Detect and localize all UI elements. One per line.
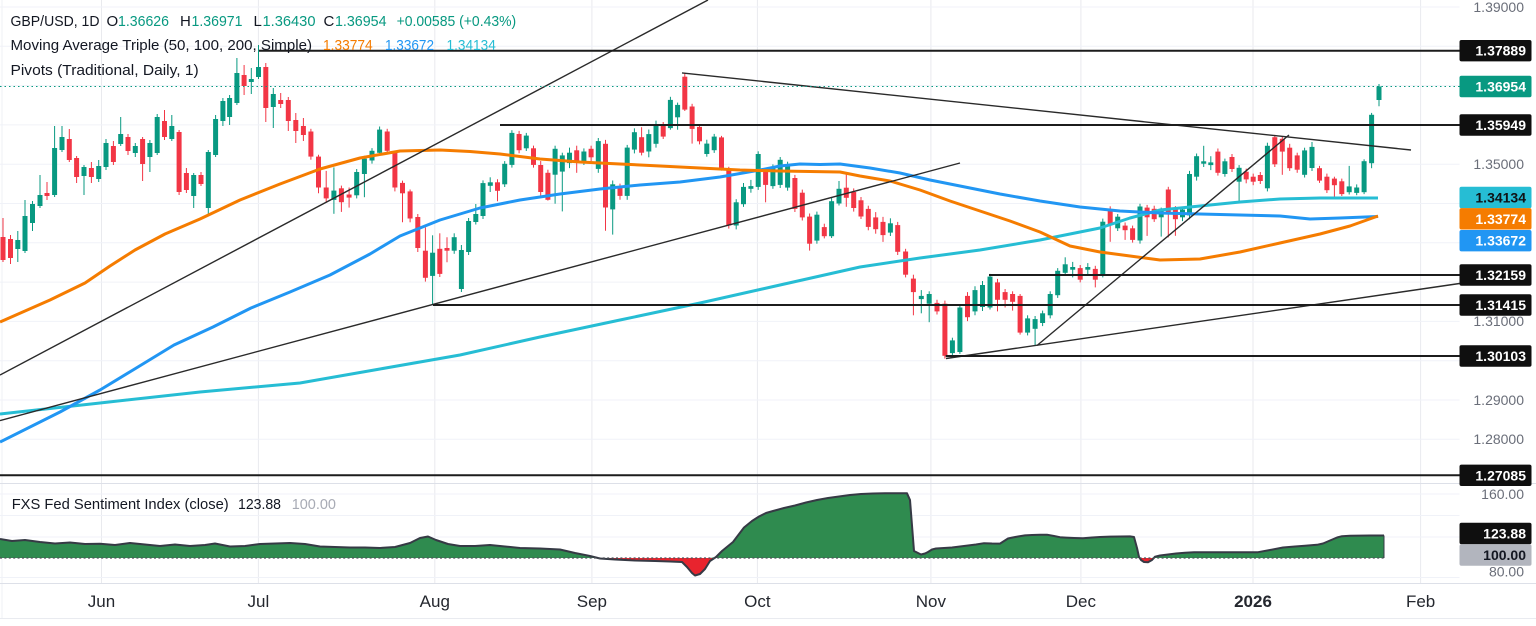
svg-text:1.33672: 1.33672 <box>1475 233 1526 249</box>
svg-text:1.28000: 1.28000 <box>1473 431 1524 447</box>
svg-text:1.39000: 1.39000 <box>1473 0 1524 15</box>
svg-text:1.34134: 1.34134 <box>447 37 496 54</box>
svg-text:1.37889: 1.37889 <box>1475 43 1526 59</box>
svg-text:1.31415: 1.31415 <box>1475 297 1526 313</box>
svg-text:1.30103: 1.30103 <box>1475 348 1526 364</box>
svg-text:1.36954: 1.36954 <box>1475 79 1526 95</box>
svg-text:Sep: Sep <box>577 592 607 611</box>
svg-text:1.34134: 1.34134 <box>1475 190 1526 206</box>
svg-text:1.35949: 1.35949 <box>1475 117 1526 133</box>
svg-text:Feb: Feb <box>1406 592 1435 611</box>
svg-text:123.88: 123.88 <box>238 496 281 513</box>
svg-text:1.36626: 1.36626 <box>118 13 169 30</box>
svg-text:L: L <box>254 13 262 30</box>
svg-text:1.33774: 1.33774 <box>323 37 373 54</box>
svg-text:C: C <box>324 13 335 30</box>
svg-text:GBP/USD, 1D: GBP/USD, 1D <box>11 13 100 30</box>
svg-text:FXS Fed Sentiment Index (close: FXS Fed Sentiment Index (close) <box>12 496 229 513</box>
svg-text:1.27085: 1.27085 <box>1475 467 1526 483</box>
svg-text:O: O <box>107 13 119 30</box>
svg-text:1.35000: 1.35000 <box>1473 156 1524 172</box>
svg-text:123.88: 123.88 <box>1483 526 1526 542</box>
svg-text:+0.00585 (+0.43%): +0.00585 (+0.43%) <box>397 13 517 30</box>
svg-text:Moving Average Triple (50, 100: Moving Average Triple (50, 100, 200, Sim… <box>11 37 313 54</box>
svg-text:Oct: Oct <box>744 592 771 611</box>
svg-text:1.29000: 1.29000 <box>1473 392 1524 408</box>
svg-text:1.31000: 1.31000 <box>1473 313 1524 329</box>
svg-text:1.33774: 1.33774 <box>1475 211 1526 227</box>
svg-text:Dec: Dec <box>1066 592 1097 611</box>
svg-text:Pivots (Traditional, Daily, 1): Pivots (Traditional, Daily, 1) <box>11 62 199 79</box>
svg-text:80.00: 80.00 <box>1489 564 1524 580</box>
svg-text:1.36954: 1.36954 <box>335 13 387 30</box>
svg-text:Jul: Jul <box>248 592 270 611</box>
svg-text:1.36971: 1.36971 <box>192 13 243 30</box>
svg-text:1.32159: 1.32159 <box>1475 267 1526 283</box>
svg-text:100.00: 100.00 <box>292 496 336 513</box>
svg-text:2026: 2026 <box>1234 592 1272 611</box>
svg-text:Aug: Aug <box>420 592 450 611</box>
svg-text:Nov: Nov <box>916 592 947 611</box>
svg-text:1.36430: 1.36430 <box>263 13 316 30</box>
svg-text:H: H <box>180 13 191 30</box>
svg-text:160.00: 160.00 <box>1481 486 1524 502</box>
svg-text:1.33672: 1.33672 <box>385 37 434 54</box>
svg-text:100.00: 100.00 <box>1483 547 1526 563</box>
svg-text:Jun: Jun <box>88 592 115 611</box>
